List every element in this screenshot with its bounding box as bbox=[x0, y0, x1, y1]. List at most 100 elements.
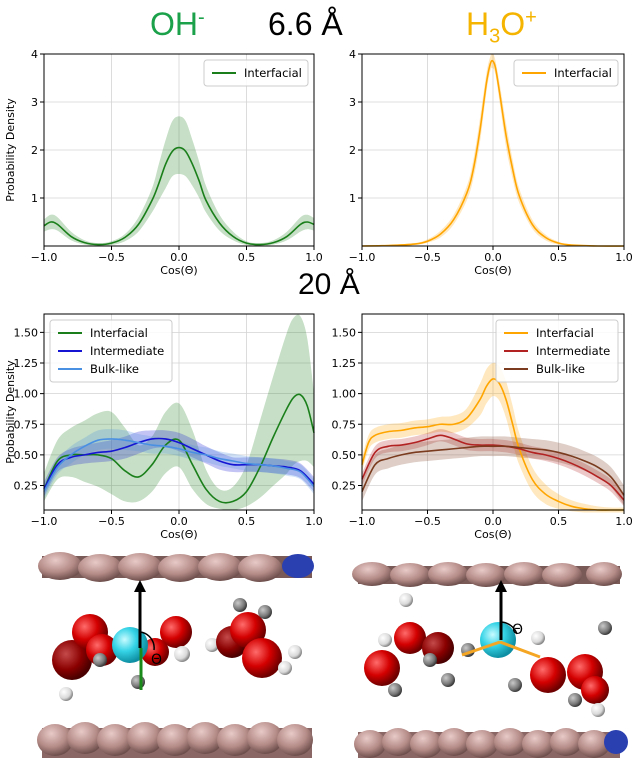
chart-bottom-left: −1.0 −0.5 0.0 0.5 1.0 0.25 0.50 0.75 1.00 1.25 1.5… bbox=[4, 313, 323, 541]
x-tick-label: −0.5 bbox=[98, 515, 125, 528]
x-tick-label: 1.0 bbox=[615, 515, 633, 528]
theta-symbol-right: Θ bbox=[512, 622, 523, 638]
surface-normal-arrowhead-right bbox=[495, 580, 507, 592]
legend-box bbox=[203, 59, 309, 87]
y-tick-label: 0.25 bbox=[332, 480, 357, 493]
confidence-band-bulk-like bbox=[44, 429, 314, 499]
series-line-bulk-like bbox=[43, 438, 315, 493]
y-tick-label: 0.50 bbox=[332, 449, 357, 462]
confidence-band-intermediate bbox=[44, 430, 314, 497]
surface-bottom-left bbox=[37, 722, 313, 758]
x-tick-label: −1.0 bbox=[31, 251, 58, 264]
series-line-intermediate bbox=[361, 434, 625, 501]
h3o-bond-vector-2 bbox=[499, 640, 541, 659]
x-tick-label: 0.5 bbox=[238, 515, 256, 528]
theta-symbol-left: Θ bbox=[151, 652, 162, 668]
h3o-subscript: 3 bbox=[489, 25, 501, 48]
x-tick-label: 1.0 bbox=[305, 515, 323, 528]
distance-label-mid: 20 Å bbox=[298, 268, 360, 301]
x-axis-label: Cos(Θ) bbox=[160, 528, 197, 541]
x-tick-label: −1.0 bbox=[349, 251, 376, 264]
chart-bottom-right: −1.0 −0.5 0.0 0.5 1.0 0.25 0.50 0.75 1.00 1.25 1.5… bbox=[332, 313, 633, 541]
y-tick-label: 1.50 bbox=[332, 326, 357, 339]
x-axis-label: Cos(Θ) bbox=[474, 264, 511, 277]
x-tick-label: 0.0 bbox=[170, 515, 188, 528]
y-tick-label: 2 bbox=[31, 144, 38, 157]
x-tick-label: −1.0 bbox=[31, 515, 58, 528]
x-tick-label: −0.5 bbox=[414, 515, 441, 528]
y-tick-label: 1.25 bbox=[14, 357, 39, 370]
x-axis-label: Cos(Θ) bbox=[474, 528, 511, 541]
legend-entry: Interfacial bbox=[554, 66, 612, 80]
legend: Interfacial bbox=[203, 59, 309, 87]
legend-entry: Intermediate bbox=[90, 344, 164, 358]
y-tick-label: 1 bbox=[31, 192, 38, 205]
y-tick-label: 0.50 bbox=[14, 449, 39, 462]
theta-arc-left bbox=[139, 631, 155, 651]
surface-bottom-right bbox=[354, 728, 628, 758]
y-tick-label: 4 bbox=[349, 48, 356, 61]
chart-top-left: −1.0 −0.5 0.0 0.5 1.0 1 2 3 4 Cos(Θ) Probability D… bbox=[4, 48, 323, 277]
x-tick-label: 0.0 bbox=[484, 515, 502, 528]
legend-box bbox=[513, 59, 619, 87]
oh-charge: - bbox=[198, 6, 205, 29]
y-tick-label: 1.25 bbox=[332, 357, 357, 370]
x-tick-label: −1.0 bbox=[349, 515, 376, 528]
legend: Interfacial Intermediate Bulk-like bbox=[49, 319, 173, 383]
series-line-interfacial bbox=[43, 393, 315, 504]
x-tick-label: 0.0 bbox=[170, 251, 188, 264]
legend-entry: Interfacial bbox=[244, 66, 302, 80]
y-tick-label: 1.00 bbox=[332, 388, 357, 401]
y-tick-label: 4 bbox=[31, 48, 38, 61]
charts-layer: −1.0 −0.5 0.0 0.5 1.0 1 2 3 4 Cos(Θ) Probability D… bbox=[4, 48, 633, 541]
x-tick-label: 0.5 bbox=[550, 251, 568, 264]
surface-normal-arrowhead-left bbox=[134, 580, 146, 592]
surface-top-right bbox=[352, 562, 622, 587]
y-tick-label: 3 bbox=[31, 96, 38, 109]
chart-top-right: −1.0 −0.5 0.0 0.5 1.0 1 2 3 4 Cos(Θ) Interfacial bbox=[349, 48, 633, 277]
legend: Interfacial bbox=[513, 59, 619, 87]
y-tick-label: 0.75 bbox=[332, 418, 357, 431]
oh-snapshot: Θ bbox=[37, 552, 314, 758]
oh-species: OH bbox=[150, 6, 198, 42]
confidence-band-interfacial bbox=[362, 362, 624, 513]
h3o-species-h: H bbox=[466, 6, 490, 42]
confidence-band-interfacial bbox=[44, 116, 314, 247]
water-cluster-left bbox=[52, 598, 302, 701]
oh-label: OH- bbox=[150, 6, 205, 43]
h3o-bond-vector-1 bbox=[461, 640, 501, 657]
series-line-interfacial bbox=[361, 59, 625, 247]
series-line-interfacial bbox=[43, 146, 315, 246]
water-cluster-right bbox=[364, 593, 612, 717]
distance-label-top: 6.6 Å bbox=[268, 6, 343, 42]
x-tick-label: 1.0 bbox=[615, 251, 633, 264]
legend-entry: Interfacial bbox=[536, 326, 594, 340]
x-axis-label: Cos(Θ) bbox=[160, 264, 197, 277]
series-line-bulk-like bbox=[361, 445, 625, 496]
y-tick-label: 0.25 bbox=[14, 480, 39, 493]
x-tick-label: 1.0 bbox=[305, 251, 323, 264]
h3o-snapshot: Θ bbox=[352, 562, 628, 758]
series-line-interfacial bbox=[361, 378, 624, 511]
h3o-label: H3O+ bbox=[466, 6, 537, 48]
y-axis-label: Probability Density bbox=[4, 98, 17, 202]
theta-arc-right bbox=[500, 621, 518, 635]
x-tick-label: 0.5 bbox=[550, 515, 568, 528]
h3o-charge: + bbox=[525, 6, 537, 29]
x-tick-label: −0.5 bbox=[414, 251, 441, 264]
confidence-band-bulk-like bbox=[362, 436, 624, 506]
confidence-band-interfacial bbox=[44, 314, 314, 511]
legend-entry: Interfacial bbox=[90, 326, 148, 340]
x-tick-label: 0.0 bbox=[484, 251, 502, 264]
y-tick-label: 1 bbox=[349, 192, 356, 205]
y-tick-label: 1.00 bbox=[14, 388, 39, 401]
y-tick-label: 1.50 bbox=[14, 326, 39, 339]
x-tick-label: 0.5 bbox=[238, 251, 256, 264]
legend-entry: Intermediate bbox=[536, 344, 610, 358]
x-tick-label: −0.5 bbox=[98, 251, 125, 264]
y-axis-label: Probability Density bbox=[4, 360, 17, 464]
legend-entry: Bulk-like bbox=[90, 362, 139, 376]
legend-box bbox=[49, 319, 173, 383]
y-tick-label: 0.75 bbox=[14, 418, 39, 431]
